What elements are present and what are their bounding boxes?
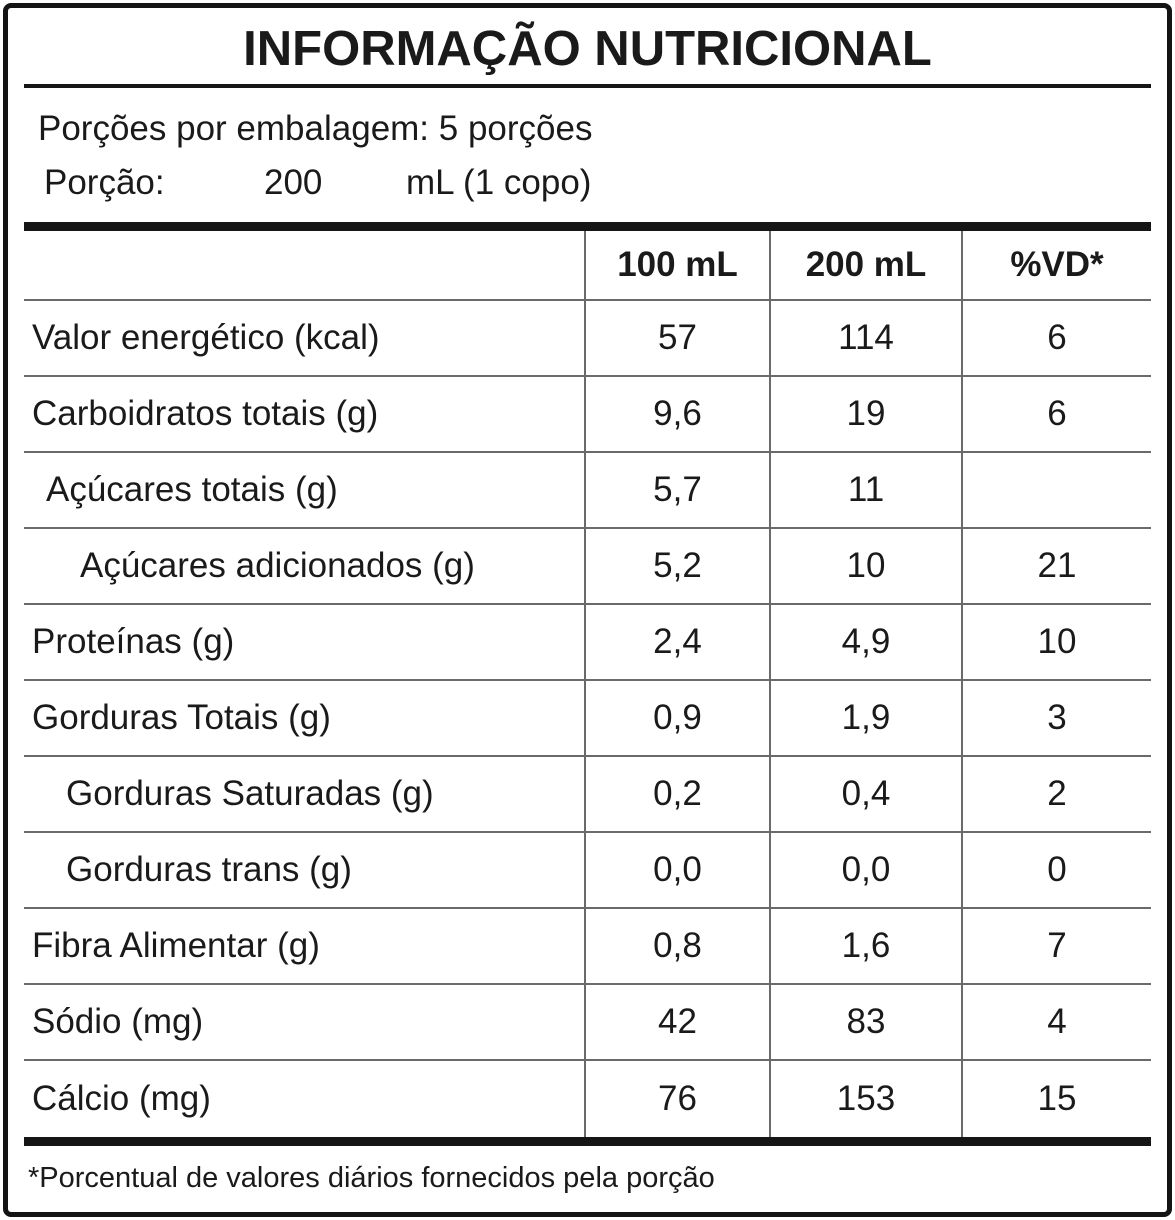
row-label: Valor energético (kcal) (24, 301, 584, 377)
value-percent-dv: 6 (961, 377, 1151, 453)
value-200ml: 1,9 (769, 681, 961, 757)
value-200ml: 83 (769, 985, 961, 1061)
value-100ml: 5,2 (584, 529, 769, 605)
thick-divider-top (24, 222, 1151, 231)
column-header-percent-dv: %VD* (961, 231, 1151, 301)
value-percent-dv (961, 453, 1151, 529)
daily-value-footnote: *Porcentual de valores diários fornecido… (28, 1162, 715, 1194)
value-percent-dv: 3 (961, 681, 1151, 757)
value-percent-dv: 7 (961, 909, 1151, 985)
value-percent-dv: 0 (961, 833, 1151, 909)
value-100ml: 0,2 (584, 757, 769, 833)
title-divider (24, 84, 1151, 88)
row-label: Carboidratos totais (g) (24, 377, 584, 453)
value-100ml: 5,7 (584, 453, 769, 529)
value-100ml: 42 (584, 985, 769, 1061)
value-200ml: 114 (769, 301, 961, 377)
value-percent-dv: 2 (961, 757, 1151, 833)
value-200ml: 0,4 (769, 757, 961, 833)
value-percent-dv: 4 (961, 985, 1151, 1061)
value-200ml: 1,6 (769, 909, 961, 985)
value-200ml: 10 (769, 529, 961, 605)
value-percent-dv: 21 (961, 529, 1151, 605)
value-200ml: 4,9 (769, 605, 961, 681)
value-100ml: 0,8 (584, 909, 769, 985)
value-percent-dv: 15 (961, 1061, 1151, 1137)
value-percent-dv: 6 (961, 301, 1151, 377)
label-title: INFORMAÇÃO NUTRICIONAL (243, 22, 932, 76)
value-percent-dv: 10 (961, 605, 1151, 681)
column-header-100ml: 100 mL (584, 231, 769, 301)
servings-per-package: Porções por embalagem: 5 porções (38, 109, 593, 148)
nutrition-table: 100 mL 200 mL %VD* Valor energético (kca… (24, 231, 1151, 1137)
value-100ml: 57 (584, 301, 769, 377)
value-200ml: 0,0 (769, 833, 961, 909)
nutrition-label: INFORMAÇÃO NUTRICIONAL Porções por embal… (3, 3, 1172, 1217)
serving-size-label: Porção: (44, 163, 165, 202)
serving-size-unit: mL (1 copo) (406, 163, 592, 202)
value-100ml: 2,4 (584, 605, 769, 681)
row-label: Cálcio (mg) (32, 1079, 211, 1118)
value-200ml: 19 (769, 377, 961, 453)
value-100ml: 0,9 (584, 681, 769, 757)
value-100ml: 9,6 (584, 377, 769, 453)
column-header-nutrient-spacer (24, 231, 584, 301)
row-label: Fibra Alimentar (g) (24, 909, 584, 985)
row-label: Gorduras trans (g) (24, 833, 584, 909)
value-100ml: 0,0 (584, 833, 769, 909)
row-label: Sódio (mg) (24, 985, 584, 1061)
serving-size-amount: 200 (264, 163, 323, 202)
row-label: Açúcares totais (g) (24, 453, 584, 529)
serving-size-row: Porção: 200 mL (1 copo) (24, 150, 1151, 222)
row-label: Açúcares adicionados (g) (24, 529, 584, 605)
thick-divider-bottom (24, 1137, 1151, 1146)
value-100ml: 76 (584, 1061, 769, 1137)
row-label: Gorduras Totais (g) (24, 681, 584, 757)
value-200ml: 153 (769, 1061, 961, 1137)
value-200ml: 11 (769, 453, 961, 529)
row-label: Proteínas (g) (24, 605, 584, 681)
column-header-200ml: 200 mL (769, 231, 961, 301)
row-label: Gorduras Saturadas (g) (24, 757, 584, 833)
